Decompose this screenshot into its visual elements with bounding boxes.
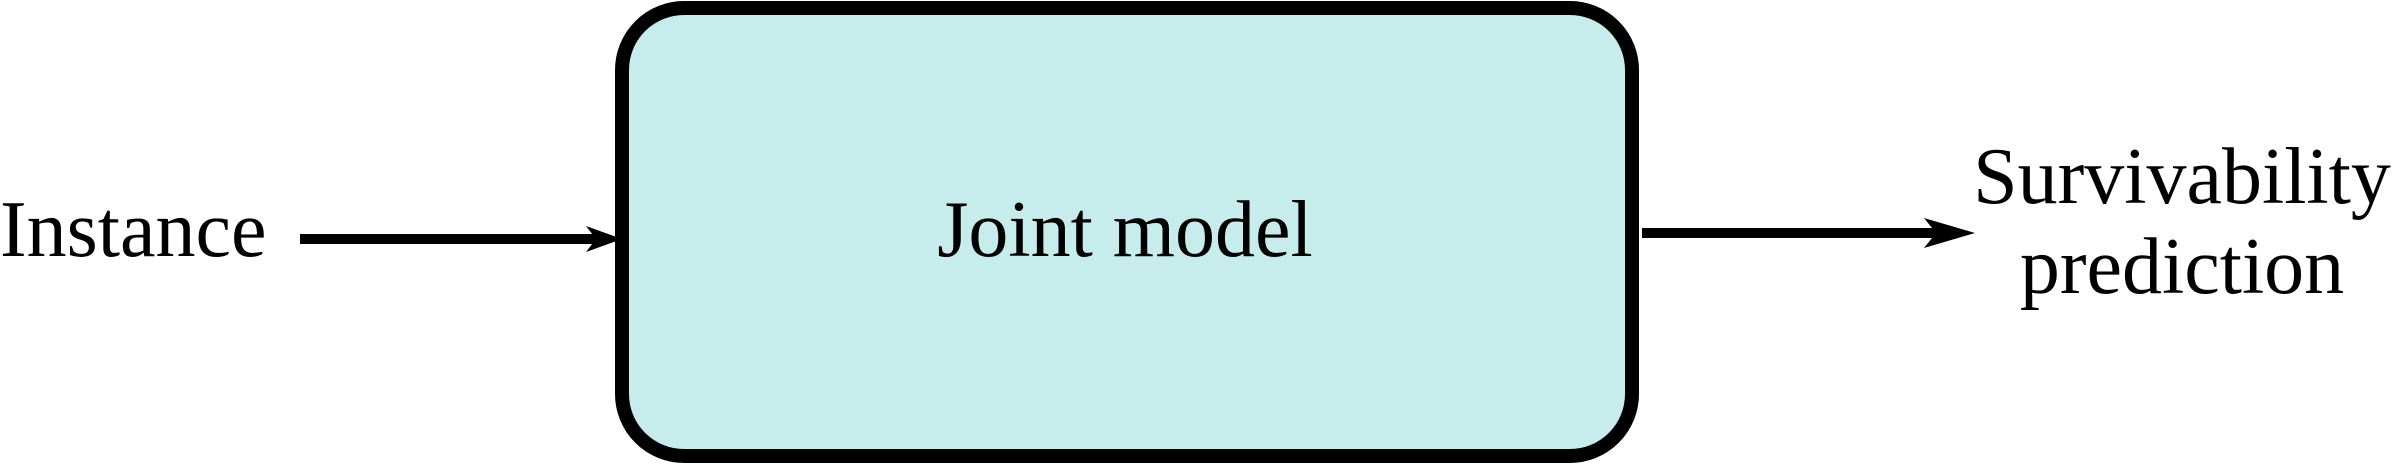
survivability-prediction-label: Survivability prediction	[1960, 133, 2404, 312]
input-arrow	[300, 226, 622, 252]
instance-label: Instance	[0, 186, 267, 274]
output-arrow	[1642, 218, 1975, 248]
output-label-line1: Survivability	[1973, 133, 2391, 221]
output-label-line2: prediction	[2019, 222, 2345, 311]
joint-model-label: Joint model	[937, 186, 1313, 274]
joint-model-box	[615, 1, 1639, 463]
